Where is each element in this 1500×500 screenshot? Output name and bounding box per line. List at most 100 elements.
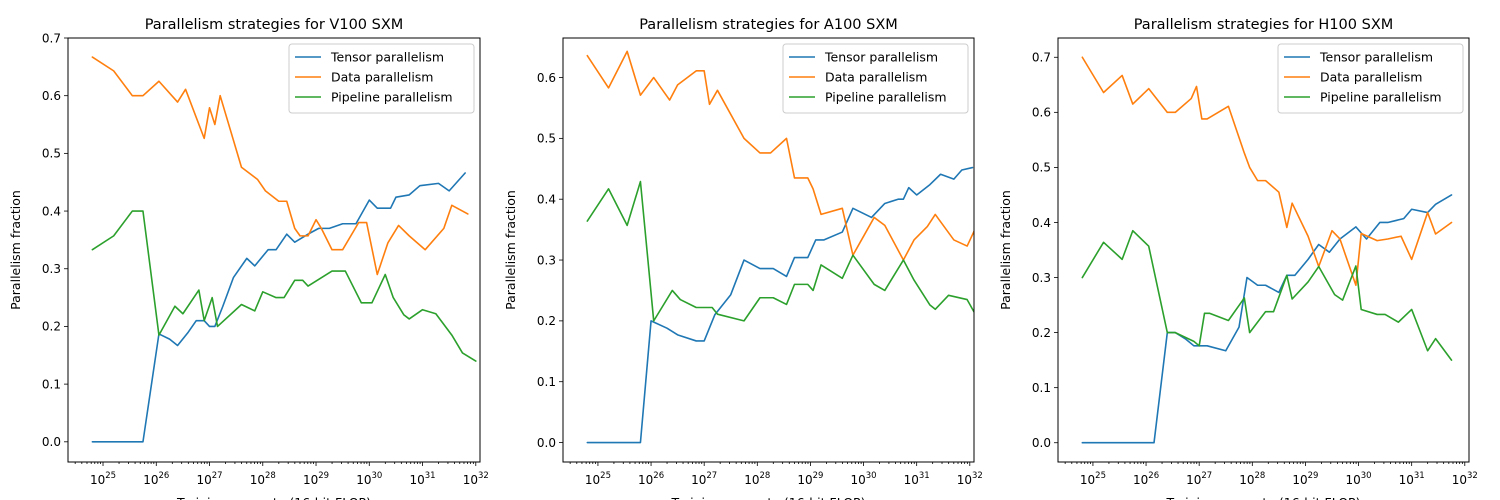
x-tick-exponent: 25 (600, 471, 611, 481)
y-tick-label: 0.4 (537, 193, 556, 207)
legend-label: Tensor parallelism (824, 50, 938, 65)
x-tick-base: 10 (585, 473, 600, 487)
y-tick-label: 0.3 (1032, 271, 1051, 285)
y-tick-label: 0.0 (1032, 436, 1051, 450)
x-tick-label: 1029 (303, 471, 329, 487)
x-tick-base: 10 (638, 473, 653, 487)
x-tick-exponent: 26 (653, 471, 664, 481)
x-tick-exponent: 30 (372, 471, 383, 481)
x-tick-label: 1026 (1133, 471, 1159, 487)
legend-frame (1277, 43, 1464, 114)
legend-frame (288, 43, 475, 114)
y-tick-label: 0.4 (42, 204, 61, 218)
series-line-2 (91, 56, 469, 276)
y-tick-label: 0.5 (42, 147, 61, 161)
x-tick-label: 1030 (356, 471, 382, 487)
chart-title: Parallelism strategies for A100 SXM (639, 17, 898, 33)
legend-label: Pipeline parallelism (1320, 90, 1442, 105)
series-line-3 (91, 210, 477, 362)
x-tick-base: 10 (90, 473, 105, 487)
x-tick-base: 10 (1239, 473, 1254, 487)
series-line-1 (586, 166, 974, 444)
x-tick-exponent: 32 (478, 471, 489, 481)
y-tick-label: 0.7 (42, 31, 61, 45)
x-tick-label: 1031 (409, 471, 435, 487)
x-tick-exponent: 30 (1361, 471, 1372, 481)
x-tick-exponent: 29 (813, 471, 824, 481)
x-tick-base: 10 (143, 473, 158, 487)
y-tick-label: 0.1 (42, 377, 61, 391)
series-line-2 (1081, 56, 1453, 287)
x-tick-label: 1031 (1399, 471, 1425, 487)
y-tick-label: 0.7 (1032, 51, 1051, 65)
y-tick-label: 0.1 (537, 375, 556, 389)
series-line-3 (586, 180, 974, 322)
legend-label: Tensor parallelism (330, 50, 444, 65)
x-tick-label: 1025 (585, 471, 611, 487)
x-tick-exponent: 31 (1414, 471, 1425, 481)
y-tick-label: 0.2 (537, 314, 556, 328)
y-tick-label: 0.6 (42, 89, 61, 103)
x-tick-label: 1030 (850, 471, 876, 487)
series-line-1 (91, 172, 466, 443)
x-tick-label: 1027 (1186, 471, 1212, 487)
x-tick-base: 10 (1399, 473, 1414, 487)
x-tick-exponent: 27 (212, 471, 223, 481)
x-tick-label: 1031 (904, 471, 930, 487)
x-tick-base: 10 (303, 473, 318, 487)
x-tick-label: 1027 (691, 471, 717, 487)
x-tick-base: 10 (250, 473, 265, 487)
legend-label: Pipeline parallelism (331, 90, 453, 105)
x-tick-exponent: 27 (1201, 471, 1212, 481)
x-tick-exponent: 32 (1467, 471, 1478, 481)
y-tick-label: 0.0 (42, 435, 61, 449)
legend-label: Data parallelism (331, 70, 433, 85)
x-tick-label: 1032 (463, 471, 489, 487)
chart-title: Parallelism strategies for V100 SXM (145, 17, 404, 33)
x-tick-exponent: 28 (265, 471, 276, 481)
y-tick-label: 0.3 (537, 253, 556, 267)
y-axis-label: Parallelism fraction (8, 190, 23, 310)
plot-frame (562, 37, 975, 463)
y-tick-label: 0.3 (42, 262, 61, 276)
y-tick-label: 0.2 (42, 320, 61, 334)
legend-label: Data parallelism (825, 70, 927, 85)
x-tick-exponent: 29 (318, 471, 329, 481)
series-line-2 (586, 50, 974, 261)
x-tick-base: 10 (463, 473, 478, 487)
legend-label: Tensor parallelism (1319, 50, 1433, 65)
x-tick-exponent: 25 (105, 471, 116, 481)
y-tick-label: 0.6 (537, 71, 556, 85)
x-tick-label: 1028 (250, 471, 276, 487)
legend-label: Pipeline parallelism (825, 90, 947, 105)
x-tick-base: 10 (1452, 473, 1467, 487)
x-tick-exponent: 30 (866, 471, 877, 481)
x-tick-base: 10 (691, 473, 706, 487)
x-tick-base: 10 (409, 473, 424, 487)
x-tick-exponent: 26 (158, 471, 169, 481)
x-tick-label: 1026 (143, 471, 169, 487)
x-tick-base: 10 (196, 473, 211, 487)
x-tick-label: 1027 (196, 471, 222, 487)
x-tick-label: 1025 (90, 471, 116, 487)
x-tick-label: 1030 (1345, 471, 1371, 487)
x-tick-label: 1025 (1080, 471, 1106, 487)
x-tick-base: 10 (797, 473, 812, 487)
x-axis-label: Training compute (16-bit FLOP) (1166, 495, 1361, 500)
legend: Tensor parallelism Data parallelism Pipeli… (1277, 43, 1464, 114)
x-axis-label: Training compute (16-bit FLOP) (671, 495, 866, 500)
x-tick-label: 1028 (744, 471, 770, 487)
legend-frame (782, 43, 969, 114)
y-tick-label: 0.6 (1032, 106, 1051, 120)
x-tick-exponent: 31 (425, 471, 436, 481)
x-tick-base: 10 (1186, 473, 1201, 487)
x-tick-exponent: 28 (760, 471, 771, 481)
y-tick-label: 0.0 (537, 436, 556, 450)
x-tick-label: 1029 (1292, 471, 1318, 487)
series-line-3 (1081, 229, 1453, 361)
